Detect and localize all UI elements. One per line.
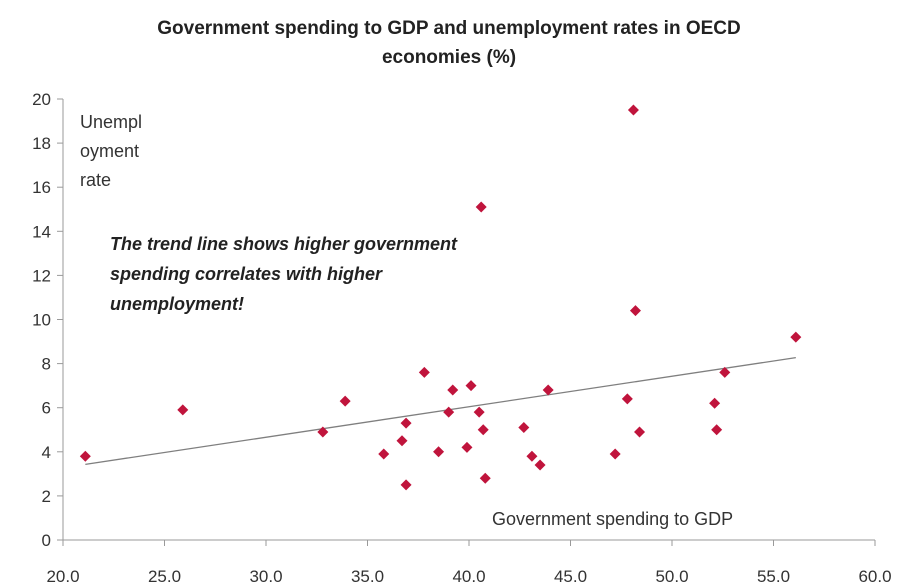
y-tick-label: 14 xyxy=(32,222,51,241)
data-point xyxy=(526,450,538,462)
trend-annotation-line-1: The trend line shows higher government xyxy=(110,234,458,254)
y-tick-label: 10 xyxy=(32,311,51,330)
chart-title-line-1: Government spending to GDP and unemploym… xyxy=(157,18,741,39)
data-point xyxy=(609,448,621,460)
data-point xyxy=(443,406,455,418)
data-point xyxy=(621,393,633,405)
data-point xyxy=(479,472,491,484)
y-tick-label: 8 xyxy=(42,355,51,374)
y-axis-label: Unempl oyment rate xyxy=(80,108,170,195)
data-point xyxy=(433,446,445,458)
chart-title: Government spending to GDP and unemploym… xyxy=(0,14,898,72)
x-tick-label: 60.0 xyxy=(858,567,891,586)
x-tick-label: 25.0 xyxy=(148,567,181,586)
x-tick-label: 35.0 xyxy=(351,567,384,586)
x-tick-label: 30.0 xyxy=(249,567,282,586)
data-point xyxy=(339,395,351,407)
x-tick-label: 55.0 xyxy=(757,567,790,586)
y-tick-label: 20 xyxy=(32,90,51,109)
data-point xyxy=(634,426,646,438)
data-point xyxy=(542,384,554,396)
data-point xyxy=(418,366,430,378)
data-point xyxy=(627,104,639,116)
data-point xyxy=(629,305,641,317)
data-point xyxy=(473,406,485,418)
y-tick-label: 2 xyxy=(42,487,51,506)
y-tick-label: 4 xyxy=(42,443,51,462)
trend-line xyxy=(85,357,796,466)
data-point xyxy=(790,331,802,343)
data-point xyxy=(465,380,477,392)
data-point xyxy=(317,426,329,438)
data-point xyxy=(79,450,91,462)
data-point xyxy=(534,459,546,471)
x-axis-label: Government spending to GDP xyxy=(492,509,734,529)
data-point xyxy=(400,417,412,429)
data-point xyxy=(396,435,408,447)
y-axis-label-line-3: rate xyxy=(80,170,112,190)
x-tick-label: 40.0 xyxy=(452,567,485,586)
data-point xyxy=(477,424,489,436)
chart-title-line-2: economies (%) xyxy=(381,47,517,68)
x-tick-label: 45.0 xyxy=(554,567,587,586)
y-tick-label: 16 xyxy=(32,178,51,197)
data-point xyxy=(177,404,189,416)
y-axis-label-line-1: Unempl xyxy=(80,112,143,132)
data-point xyxy=(711,424,723,436)
data-point xyxy=(378,448,390,460)
data-point xyxy=(400,479,412,491)
trend-annotation-line-3: unemployment! xyxy=(110,294,245,314)
data-point xyxy=(709,397,721,409)
data-point xyxy=(719,366,731,378)
data-point xyxy=(518,422,530,434)
y-tick-label: 12 xyxy=(32,266,51,285)
data-point xyxy=(447,384,459,396)
data-point xyxy=(461,441,473,453)
trend-annotation-line-2: spending correlates with higher xyxy=(110,264,383,284)
y-tick-label: 18 xyxy=(32,134,51,153)
x-tick-label: 20.0 xyxy=(46,567,79,586)
y-tick-label: 0 xyxy=(42,531,51,550)
data-point xyxy=(475,201,487,213)
y-axis-label-line-2: oyment xyxy=(80,141,140,161)
trend-annotation: The trend line shows higher government s… xyxy=(110,229,570,319)
y-tick-label: 6 xyxy=(42,399,51,418)
x-tick-label: 50.0 xyxy=(655,567,688,586)
